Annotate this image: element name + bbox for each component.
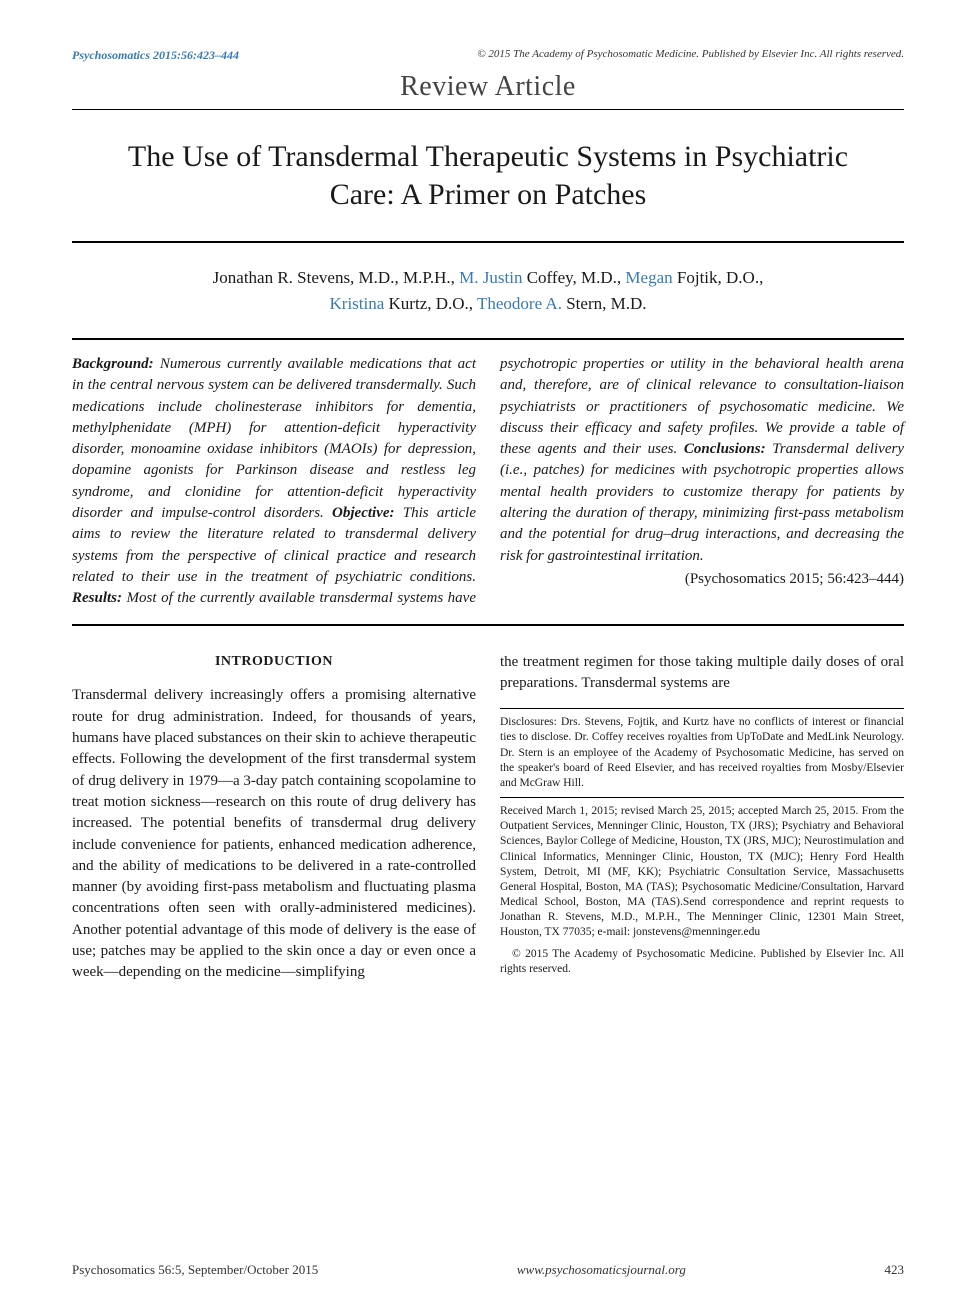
abstract-block: Background: Numerous currently available… xyxy=(72,338,904,626)
journal-reference: Psychosomatics 2015:56:423–444 xyxy=(72,48,239,63)
abstract-background-label: Background: xyxy=(72,356,154,372)
abstract-background-text: Numerous currently available medications… xyxy=(72,356,476,521)
section-heading-introduction: INTRODUCTION xyxy=(72,652,476,672)
author-4-suffix: Kurtz, D.O., xyxy=(384,294,477,313)
abstract-citation: (Psychosomatics 2015; 56:423–444) xyxy=(500,569,904,590)
authors-block: Jonathan R. Stevens, M.D., M.P.H., M. Ju… xyxy=(112,265,864,316)
footer-page-number: 423 xyxy=(884,1262,904,1278)
author-4-link[interactable]: Kristina xyxy=(330,294,385,313)
copyright-footnote: © 2015 The Academy of Psychosomatic Medi… xyxy=(500,947,904,977)
received-footnote: Received March 1, 2015; revised March 25… xyxy=(500,804,904,941)
article-title: The Use of Transdermal Therapeutic Syste… xyxy=(92,138,884,213)
author-2-suffix: Coffey, M.D., xyxy=(522,268,625,287)
footnote-rule-2 xyxy=(500,797,904,798)
footnote-block: Disclosures: Drs. Stevens, Fojtik, and K… xyxy=(500,708,904,977)
footer-journal-url[interactable]: www.psychosomaticsjournal.org xyxy=(517,1262,686,1278)
rule-under-type xyxy=(72,109,904,110)
footer-left: Psychosomatics 56:5, September/October 2… xyxy=(72,1262,318,1278)
author-1: Jonathan R. Stevens, M.D., M.P.H., xyxy=(213,268,460,287)
page-footer: Psychosomatics 56:5, September/October 2… xyxy=(72,1262,904,1278)
author-3-suffix: Fojtik, D.O., xyxy=(673,268,764,287)
introduction-continuation: the treatment regimen for those taking m… xyxy=(500,652,904,695)
rule-above-authors xyxy=(72,241,904,243)
footnote-rule-1 xyxy=(500,708,904,709)
abstract-results-label: Results: xyxy=(72,590,122,606)
author-3-link[interactable]: Megan xyxy=(625,268,672,287)
author-5-link[interactable]: Theodore A. xyxy=(477,294,562,313)
author-5-suffix: Stern, M.D. xyxy=(562,294,647,313)
copyright-line: © 2015 The Academy of Psychosomatic Medi… xyxy=(477,48,904,63)
header-row: Psychosomatics 2015:56:423–444 © 2015 Th… xyxy=(72,48,904,63)
abstract-objective-label: Objective: xyxy=(332,505,394,521)
article-type: Review Article xyxy=(72,71,904,103)
abstract-conclusions-text: Transdermal delivery (i.e., patches) for… xyxy=(500,441,904,563)
author-2-link[interactable]: M. Justin xyxy=(459,268,522,287)
disclosures-footnote: Disclosures: Drs. Stevens, Fojtik, and K… xyxy=(500,715,904,791)
introduction-paragraph: Transdermal delivery increasingly offers… xyxy=(72,685,476,983)
body-columns: INTRODUCTION Transdermal delivery increa… xyxy=(72,652,904,984)
abstract-conclusions-label: Conclusions: xyxy=(684,441,766,457)
